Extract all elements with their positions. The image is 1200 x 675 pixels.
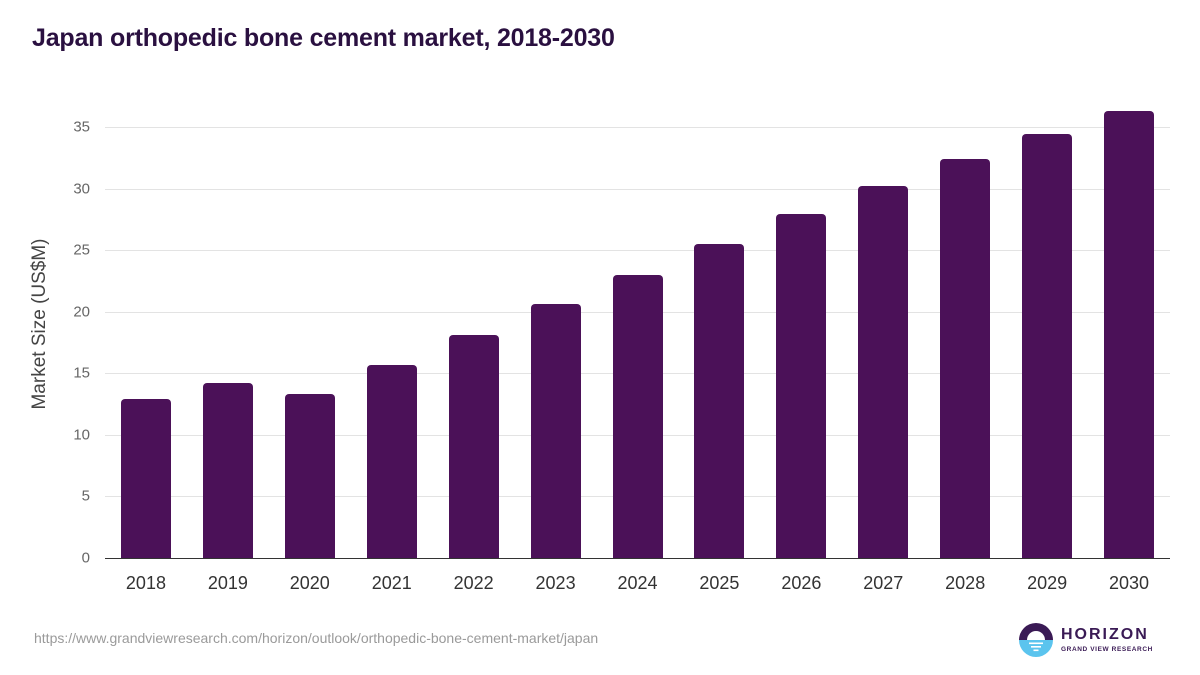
gridline (105, 127, 1170, 128)
bar-2020[interactable] (284, 394, 335, 558)
gridline (105, 250, 1170, 252)
y-tick-label: 5 (81, 487, 90, 505)
x-tick-label: 2023 (535, 573, 576, 593)
bar-2018[interactable] (120, 399, 171, 558)
x-tick-label: 2025 (699, 573, 740, 593)
y-axis-label: Market Size (US$M) (29, 238, 50, 410)
y-tick-label: 25 (73, 241, 90, 259)
x-tick-label: 2020 (289, 573, 330, 593)
y-tick-label: 30 (73, 180, 90, 198)
y-tick-label: 20 (73, 303, 90, 321)
x-tick-label: 2022 (453, 573, 494, 593)
y-tick-label: 0 (81, 549, 90, 567)
x-axis-line (105, 557, 1170, 559)
bar-2029[interactable] (1022, 134, 1073, 558)
x-tick-label: 2027 (863, 573, 904, 593)
x-tick-label: 2026 (781, 573, 822, 593)
x-tick-label: 2018 (125, 573, 166, 593)
bar-2026[interactable] (776, 214, 827, 558)
gridline (105, 188, 1170, 190)
x-tick-label: 2029 (1027, 573, 1068, 593)
bar-2030[interactable] (1104, 110, 1155, 558)
bar-2025[interactable] (694, 243, 745, 558)
logo-name: HORIZON (1061, 626, 1149, 643)
bar-2022[interactable] (448, 335, 499, 558)
bar-2019[interactable] (202, 383, 253, 558)
x-tick-label: 2019 (207, 573, 248, 593)
horizon-sun-icon (1019, 623, 1053, 657)
plot-area: 2018 2019 2020 2021 2022 2023 2024 2025 2026 2027… (105, 0, 1170, 675)
bar-2027[interactable] (858, 186, 909, 558)
horizon-logo: HORIZON GRAND VIEW RESEARCH (1019, 623, 1153, 657)
source-url: https://www.grandviewresearch.com/horizo… (34, 630, 599, 646)
chart-title: Japan orthopedic bone cement market, 201… (32, 24, 615, 52)
x-tick-label: 2028 (945, 573, 986, 593)
bar-2021[interactable] (366, 364, 417, 558)
bar-2023[interactable] (530, 304, 581, 558)
x-tick-label: 2030 (1109, 573, 1150, 593)
logo-subtitle: GRAND VIEW RESEARCH (1061, 646, 1153, 653)
y-tick-label: 15 (73, 364, 90, 382)
x-tick-label: 2021 (371, 573, 412, 593)
bar-2024[interactable] (612, 274, 663, 558)
y-tick-label: 10 (73, 426, 90, 444)
x-tick-label: 2024 (617, 573, 658, 593)
y-tick-label: 35 (73, 118, 90, 136)
bar-2028[interactable] (940, 159, 991, 558)
